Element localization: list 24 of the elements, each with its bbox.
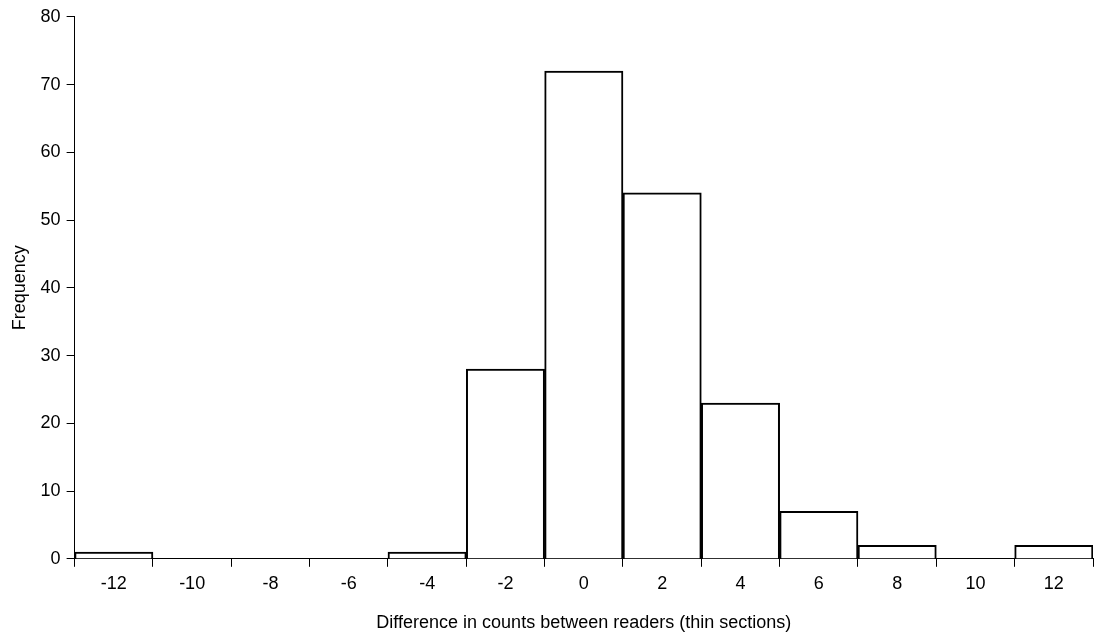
y-tick-label: 70: [40, 73, 61, 94]
x-tick-label: -6: [340, 572, 357, 593]
y-tick-label: 60: [40, 141, 61, 162]
x-tick-label: -4: [419, 572, 436, 593]
x-tick-label: 4: [735, 572, 746, 593]
x-tick-label: 2: [657, 572, 668, 593]
x-tick-label: 0: [578, 572, 589, 593]
y-tick-label: 50: [40, 209, 61, 230]
y-tick-label: 30: [40, 344, 61, 365]
y-axis-title: Frequency: [8, 245, 29, 331]
x-tick-label: -10: [179, 572, 206, 593]
x-axis-title: Difference in counts between readers (thin sections): [376, 612, 792, 633]
y-tick-label: 10: [40, 480, 61, 501]
y-tick-label: 0: [50, 547, 61, 568]
x-tick-label: 8: [892, 572, 903, 593]
x-tick-label: -12: [100, 572, 127, 593]
y-tick-label: 20: [40, 412, 61, 433]
x-tick-label: -8: [262, 572, 279, 593]
x-tick-label: 10: [965, 572, 986, 593]
y-tick-label: 80: [40, 5, 61, 26]
y-tick-label: 40: [40, 276, 61, 297]
x-tick-label: 6: [813, 572, 824, 593]
x-tick-label: -2: [497, 572, 514, 593]
x-tick-label: 12: [1043, 572, 1064, 593]
